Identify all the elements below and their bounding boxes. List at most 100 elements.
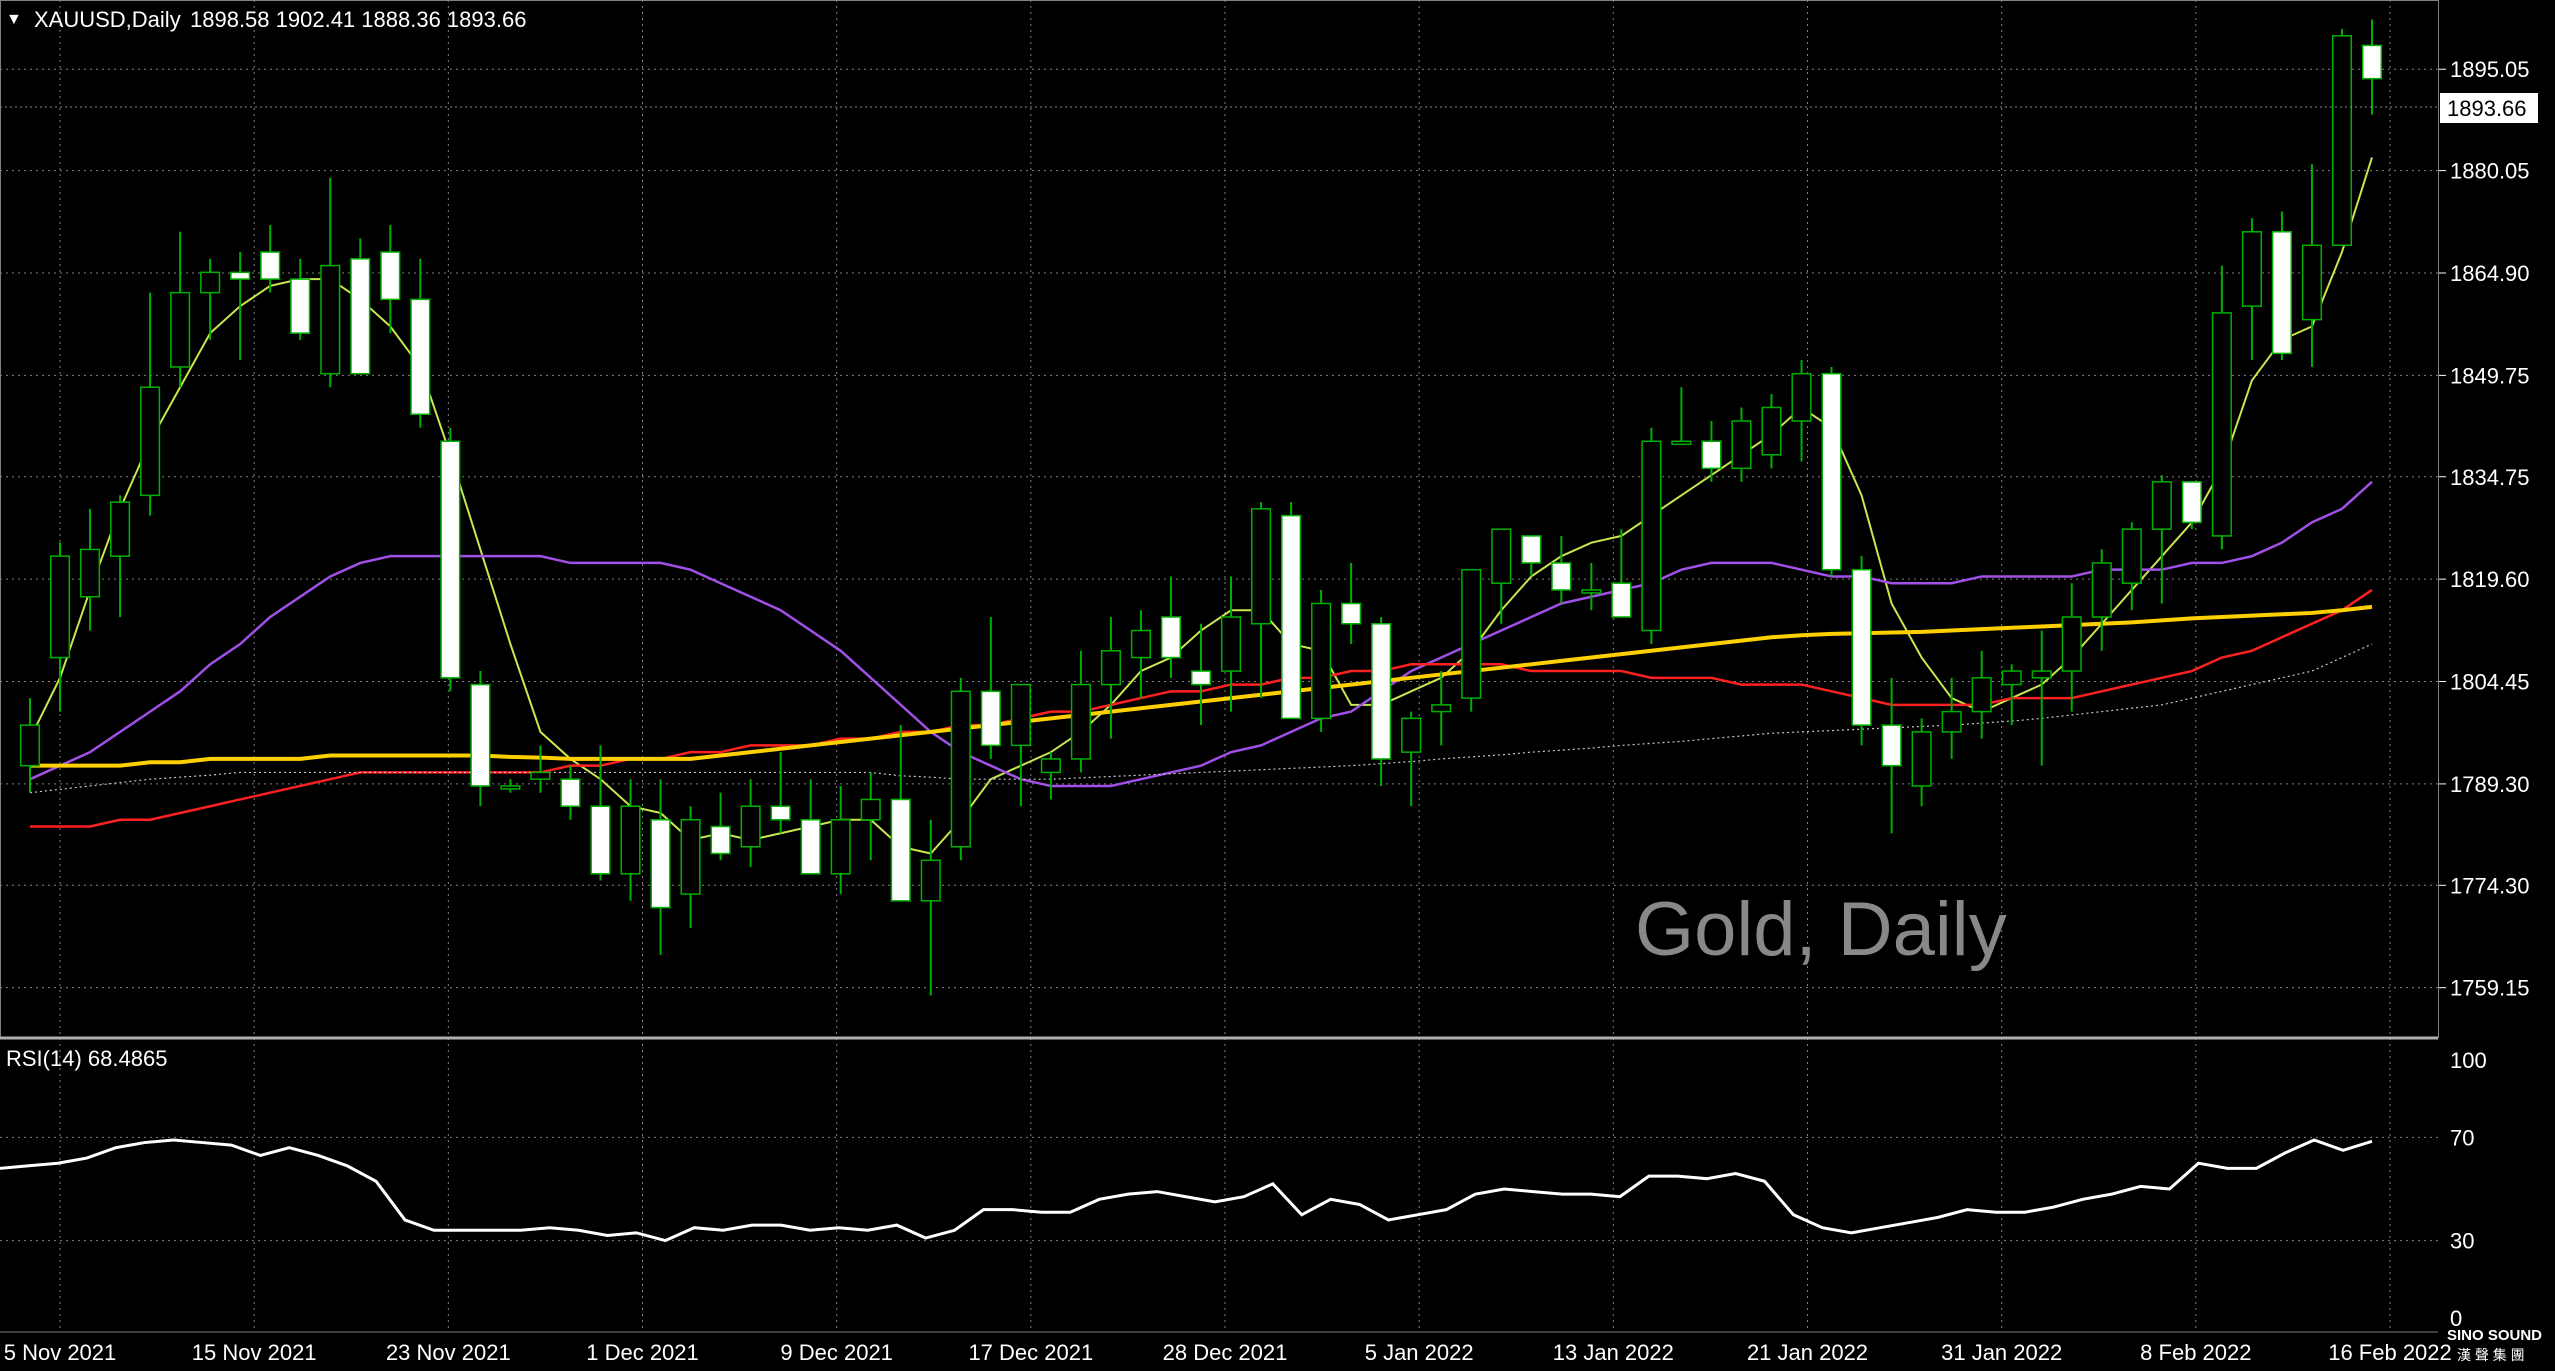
- candle-body-up: [1010, 683, 1031, 747]
- candle-body-up: [320, 264, 341, 375]
- ohlc-values: 1898.58 1902.41 1888.36 1893.66: [190, 7, 526, 32]
- candle-body-up: [500, 785, 521, 790]
- candle: [1431, 671, 1452, 746]
- ma-mid-line: [29, 480, 2373, 788]
- candle-body-up: [1941, 710, 1962, 733]
- candle-body-down: [410, 298, 431, 415]
- candle: [1551, 535, 1572, 604]
- x-tick-label: 5 Jan 2022: [1365, 1340, 1474, 1365]
- candle-body-up: [49, 555, 71, 659]
- sino-sound-logo: SINO SOUND 漢 聲 集 團: [2447, 1327, 2542, 1363]
- chart-watermark: Gold, Daily: [1635, 887, 2007, 972]
- candle-body-down: [290, 278, 311, 334]
- candle-body-up: [1220, 616, 1242, 672]
- y-tick-label: 1804.45: [2450, 670, 2530, 695]
- candle-body-down: [1851, 568, 1872, 726]
- logo-text-zh: 漢 聲 集 團: [2457, 1347, 2525, 1363]
- candle-body-down: [980, 690, 1001, 747]
- x-tick-label: 8 Feb 2022: [2140, 1340, 2251, 1365]
- candle: [1761, 393, 1782, 469]
- candle-body-up: [740, 805, 761, 848]
- rsi-tick-label: 100: [2450, 1048, 2487, 1073]
- candle: [1821, 366, 1842, 577]
- candle-body-down: [350, 258, 371, 375]
- candle: [2271, 211, 2292, 361]
- candle-body-up: [170, 291, 191, 368]
- candle: [1611, 529, 1632, 618]
- candle: [1190, 623, 1212, 726]
- candle-body-down: [2361, 44, 2383, 80]
- candle: [2061, 583, 2082, 712]
- candle-body-down: [1881, 724, 1902, 767]
- candle: [1881, 677, 1902, 834]
- candle-body-down: [1190, 670, 1212, 686]
- candle-body-up: [920, 859, 941, 902]
- candle-body-up: [860, 798, 881, 821]
- candle: [710, 792, 731, 861]
- candle: [590, 745, 611, 881]
- candle: [680, 806, 701, 928]
- candle: [2121, 522, 2142, 611]
- candle: [2151, 475, 2172, 604]
- candle: [79, 508, 101, 631]
- candle-body-up: [1401, 717, 1422, 753]
- candle: [19, 698, 41, 793]
- candle-body-down: [260, 251, 281, 280]
- candle: [320, 177, 341, 388]
- candle: [1311, 589, 1332, 732]
- candle: [2301, 164, 2323, 367]
- y-tick-label: 1849.75: [2450, 363, 2530, 388]
- candle-body-down: [1551, 562, 1572, 591]
- y-tick-label: 1774.30: [2450, 873, 2530, 898]
- candle: [1341, 562, 1362, 645]
- x-tick-label: 9 Dec 2021: [780, 1340, 893, 1365]
- rsi-tick-label: 30: [2450, 1229, 2474, 1254]
- candle-body-down: [2181, 481, 2202, 524]
- x-tick-label: 31 Jan 2022: [1941, 1340, 2062, 1365]
- candle-body-down: [650, 818, 671, 909]
- candle: [1581, 562, 1602, 611]
- x-tick-label: 28 Dec 2021: [1163, 1340, 1288, 1365]
- candle-body-up: [950, 690, 971, 848]
- candle: [1491, 528, 1512, 624]
- candle-body-down: [770, 805, 791, 821]
- candle-body-down: [1701, 440, 1722, 470]
- candles: [19, 19, 2383, 996]
- candle-body-down: [1341, 602, 1362, 625]
- collapse-triangle-icon[interactable]: ▼: [6, 11, 22, 28]
- candle-body-up: [2301, 244, 2323, 321]
- candle-body-down: [440, 440, 461, 679]
- candle-body-down: [1371, 623, 1392, 760]
- candle-body-up: [2151, 481, 2172, 530]
- rsi-tick-label: 70: [2450, 1125, 2474, 1150]
- candle-body-up: [1731, 420, 1752, 470]
- candle-body-up: [1491, 528, 1512, 584]
- x-tick-label: 15 Nov 2021: [192, 1340, 317, 1365]
- candle: [1220, 576, 1242, 712]
- candle-body-up: [2331, 35, 2353, 247]
- candle: [2031, 630, 2052, 766]
- candle: [260, 225, 281, 293]
- candle-body-up: [110, 501, 131, 557]
- candle-body-up: [1791, 372, 1812, 422]
- candle: [1791, 360, 1812, 462]
- candle: [2211, 265, 2232, 550]
- candle: [1160, 576, 1182, 678]
- candle: [1851, 556, 1872, 746]
- candle-body-down: [2271, 231, 2292, 355]
- candle-body-up: [19, 724, 41, 767]
- candle: [1070, 650, 1091, 773]
- y-tick-label: 1895.05: [2450, 57, 2530, 82]
- candle: [1941, 677, 1962, 759]
- y-tick-label: 1789.30: [2450, 772, 2530, 797]
- x-tick-label: 21 Jan 2022: [1747, 1340, 1868, 1365]
- candle-body-up: [2241, 231, 2262, 307]
- candle-body-up: [1100, 650, 1121, 686]
- candle: [860, 772, 881, 861]
- candle-body-down: [1611, 582, 1632, 618]
- candle: [890, 725, 911, 902]
- candle-body-up: [1070, 683, 1091, 760]
- candle: [1461, 568, 1482, 712]
- candle: [650, 779, 671, 955]
